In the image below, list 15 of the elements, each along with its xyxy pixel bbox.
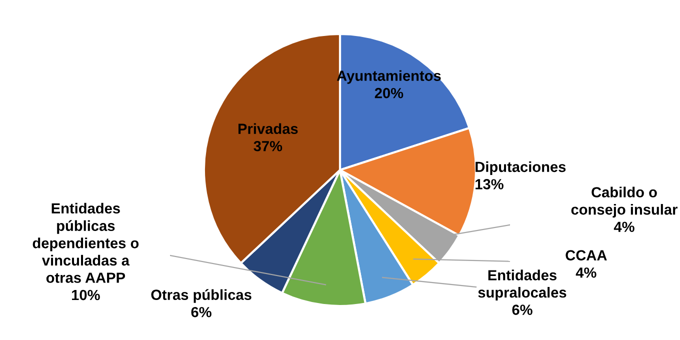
data-label: 4% — [576, 267, 596, 278]
data-label: 6% — [512, 304, 532, 315]
slice-label: Entidades supralocales — [478, 270, 566, 301]
slice-label: Cabildo o consejo insular — [571, 186, 678, 218]
slice-label: Diputaciones — [476, 161, 566, 175]
slice-label: Otras públicas — [151, 289, 252, 303]
slice-label: Privadas — [238, 123, 298, 134]
data-label: 10% — [72, 290, 100, 300]
data-label: 37% — [254, 140, 282, 152]
data-label: 13% — [476, 179, 504, 190]
data-label: 20% — [374, 88, 404, 98]
data-label: 4% — [614, 222, 634, 232]
slice-label: CCAA — [566, 250, 607, 260]
slice-label: Entidades públicas dependientes o vinculadas a otras AAPP — [32, 202, 139, 283]
data-label: 6% — [191, 306, 212, 318]
